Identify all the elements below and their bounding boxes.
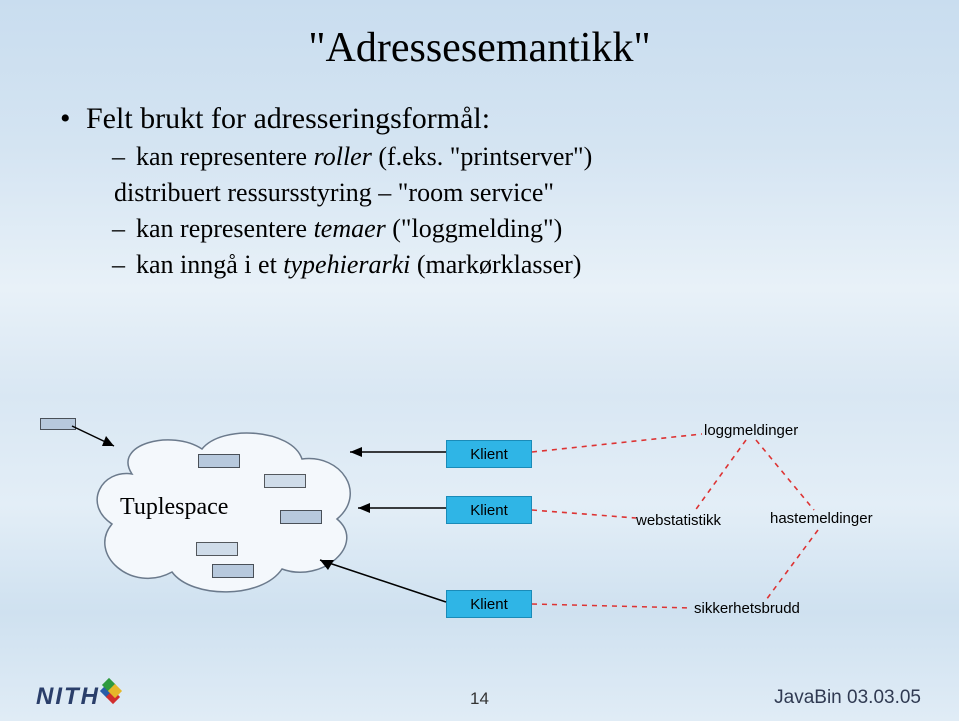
slide-body: Felt brukt for adresseringsformål: kan r…: [60, 102, 899, 282]
tuple-rect: [264, 474, 306, 488]
dashed-log-haste: [750, 438, 840, 518]
tuple-rect: [196, 542, 238, 556]
text: kan representere: [136, 214, 314, 243]
text: (markørklasser): [410, 250, 581, 279]
bullet-typehierarki: kan inngå i et typehierarki (markørklass…: [112, 250, 899, 280]
klient-box-3: Klient: [446, 590, 532, 618]
feeder-arrow: [62, 418, 132, 458]
text: kan inngå i et: [136, 250, 283, 279]
footer: NITH 14 JavaBin 03.03.05: [0, 675, 959, 709]
dashed-haste-sikker: [760, 528, 840, 608]
text: distribuert ressursstyring – "room servi…: [114, 178, 554, 207]
tuple-rect: [280, 510, 322, 524]
label-sikkerhetsbrudd: sikkerhetsbrudd: [694, 600, 800, 617]
bullet-roller: kan representere roller (f.eks. "printse…: [112, 142, 899, 172]
text: (f.eks. "printserver"): [372, 142, 592, 171]
bullet-temaer: kan representere temaer ("loggmelding"): [112, 214, 899, 244]
tuple-rect: [212, 564, 254, 578]
bullet-l1: Felt brukt for adresseringsformål:: [60, 102, 899, 136]
arrow-klient-3: [300, 550, 450, 620]
dashed-sikker: [532, 596, 702, 620]
klient-box-1: Klient: [446, 440, 532, 468]
bullet-roller-sub: – distribuert ressursstyring – "room ser…: [138, 178, 899, 208]
text-italic: temaer: [314, 214, 386, 243]
text: kan representere: [136, 142, 314, 171]
dashed-web: [532, 502, 642, 526]
arrow-klient-2: [340, 496, 450, 516]
label-hastemeldinger: hastemeldinger: [770, 510, 873, 527]
text-italic: typehierarki: [283, 250, 410, 279]
klient-box-2: Klient: [446, 496, 532, 524]
label-webstatistikk: webstatistikk: [636, 512, 721, 529]
dashed-log: [532, 428, 712, 458]
tuple-rect: [198, 454, 240, 468]
arrow-klient-1: [330, 440, 450, 460]
diagram: Tuplespace Klient Klient Klient: [0, 400, 959, 660]
footer-right: JavaBin 03.03.05: [774, 687, 921, 709]
tuplespace-label: Tuplespace: [120, 494, 228, 521]
text-italic: roller: [314, 142, 372, 171]
label-loggmeldinger: loggmeldinger: [704, 422, 798, 439]
slide-title: "Adressesemantikk": [0, 24, 959, 72]
text: ("loggmelding"): [386, 214, 562, 243]
